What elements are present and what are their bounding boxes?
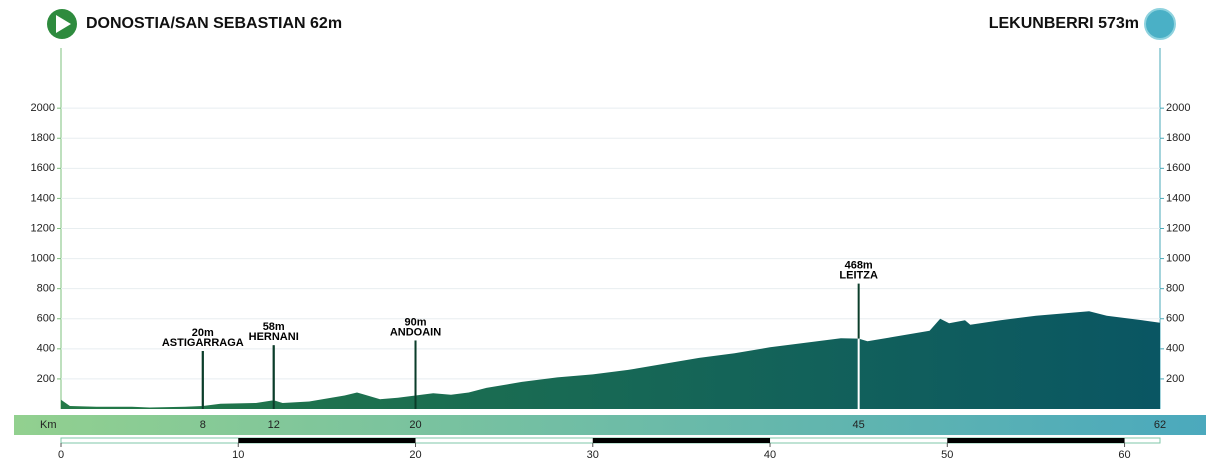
finish-icon [1144,8,1176,40]
y-tick-label: 400 [37,343,55,355]
start-title: DONOSTIA/SAN SEBASTIAN 62m [86,15,342,32]
km-marker: 62 [1154,419,1166,431]
x-tick-label: 10 [232,449,244,461]
start-icon [47,9,77,39]
y-tick-label-right: 800 [1166,283,1184,295]
y-tick-label: 1200 [31,222,55,234]
km-marker: 45 [853,419,865,431]
km-bar [14,415,1206,435]
x-tick-label: 20 [409,449,421,461]
y-tick-label: 1800 [31,132,55,144]
scale-segment [947,438,1125,443]
km-marker: 8 [200,419,206,431]
y-tick-label-right: 1400 [1166,192,1190,204]
y-tick-label: 2000 [31,102,55,114]
y-tick-label: 600 [37,313,55,325]
y-tick-label-right: 2000 [1166,102,1190,114]
waypoint-elevation: 90m [405,316,427,328]
y-tick-label-right: 1800 [1166,132,1190,144]
y-tick-label-right: 1600 [1166,162,1190,174]
waypoint-name: ASTIGARRAGA [162,337,244,349]
y-tick-label-right: 400 [1166,343,1184,355]
y-tick-label-right: 1000 [1166,252,1190,264]
km-marker: 20 [409,419,421,431]
y-tick-label-right: 1200 [1166,222,1190,234]
x-tick-label: 50 [941,449,953,461]
x-tick-label: 40 [764,449,776,461]
waypoint-elevation: 58m [263,321,285,333]
scale-segment [238,438,416,443]
y-tick-label: 800 [37,283,55,295]
y-tick-label: 1600 [31,162,55,174]
km-bar-label: Km [40,419,57,431]
y-tick-label: 200 [37,373,55,385]
finish-title: LEKUNBERRI 573m [989,15,1139,32]
y-tick-label: 1400 [31,192,55,204]
y-tick-label: 1000 [31,252,55,264]
waypoint-elevation: 20m [192,327,214,339]
x-tick-label: 0 [58,449,64,461]
elevation-area [61,311,1160,409]
waypoint-name: HERNANI [249,331,299,343]
x-tick-label: 60 [1118,449,1130,461]
y-tick-label-right: 200 [1166,373,1184,385]
y-tick-label-right: 600 [1166,313,1184,325]
waypoint-elevation: 468m [845,260,873,272]
scale-segment [592,438,771,443]
waypoint-name: ANDOAIN [390,326,441,338]
km-marker: 12 [268,419,280,431]
x-tick-label: 30 [587,449,599,461]
waypoint-name: LEITZA [839,270,878,282]
